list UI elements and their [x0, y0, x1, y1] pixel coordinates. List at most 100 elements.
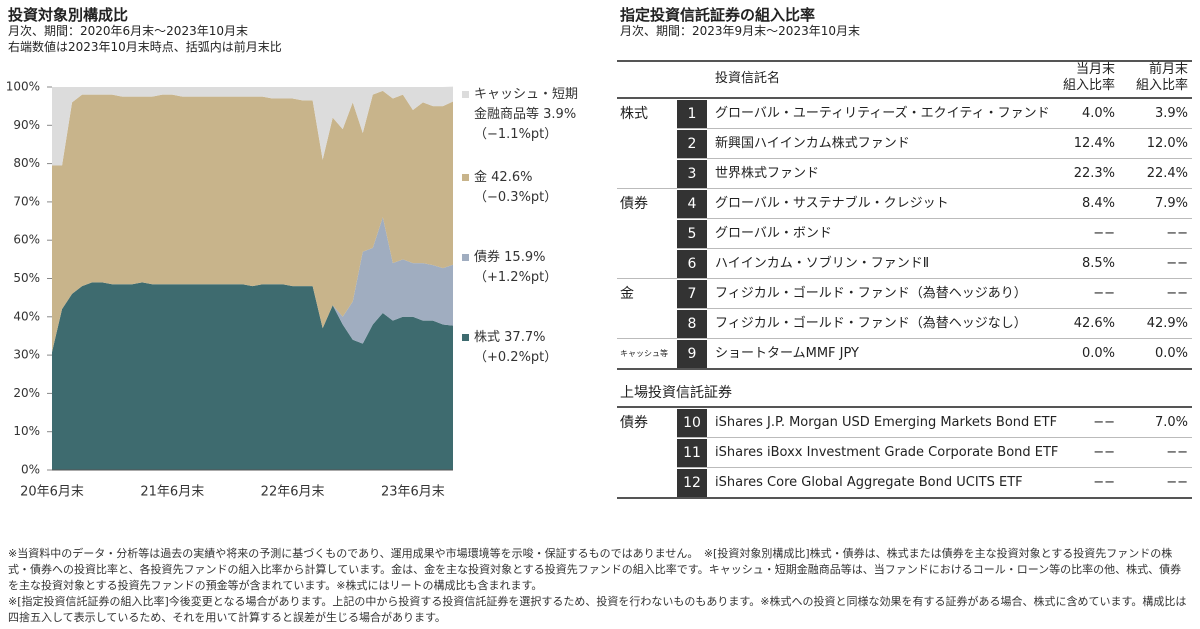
section-title: 上場投資信託証券: [620, 385, 732, 401]
x-tick-label: 23年6月末: [381, 485, 445, 500]
rule: [617, 278, 1192, 279]
fund-name: 世界株式ファンド: [715, 166, 820, 181]
group-label: 債券: [620, 196, 648, 212]
rule: [677, 308, 1192, 309]
row-number: 8: [677, 310, 707, 338]
previous-ratio: −−: [1166, 286, 1188, 301]
end-value: 37.7%: [504, 330, 546, 345]
y-tick-label: 100%: [6, 80, 40, 94]
y-tick-label: 90%: [13, 118, 40, 132]
rule: [617, 60, 1192, 62]
row-number: 4: [677, 190, 707, 218]
area: [52, 90, 453, 353]
x-tick-label: 22年6月末: [261, 485, 325, 500]
row-number: 9: [677, 340, 707, 368]
rule: [617, 97, 1192, 99]
y-tick-label: 30%: [13, 348, 40, 362]
series-label: 債券 15.9% （+1.2%pt）: [462, 248, 587, 288]
row-number: 7: [677, 280, 707, 308]
end-value: 3.9%: [543, 107, 577, 122]
fund-name: フィジカル・ゴールド・ファンド（為替ヘッジなし）: [715, 316, 1027, 331]
chart-subtitle: 右端数値は2023年10月末時点、括弧内は前月末比: [8, 40, 282, 54]
previous-ratio: −−: [1166, 256, 1188, 271]
group-label: 株式: [620, 106, 648, 122]
y-tick-label: 40%: [13, 309, 40, 323]
series-label: キャッシュ・短期金融商品等 3.9% （−1.1%pt）: [462, 85, 587, 145]
series-label: 株式 37.7% （+0.2%pt）: [462, 328, 587, 368]
current-ratio: 8.4%: [1081, 196, 1115, 211]
fund-name: グローバル・ボンド: [715, 226, 832, 241]
y-tick-label: 0%: [21, 463, 40, 477]
row-number: 6: [677, 250, 707, 278]
notes: ※当資料中のデータ・分析等は過去の実績や将来の予測に基づくものであり、運用成果や…: [8, 546, 1192, 626]
current-ratio: 8.5%: [1081, 256, 1115, 271]
previous-ratio: 3.9%: [1154, 106, 1188, 121]
rule: [677, 128, 1192, 129]
fund-name: グローバル・サステナブル・クレジット: [715, 196, 949, 211]
rule: [617, 497, 1192, 499]
header-name: 投資信託名: [715, 71, 781, 86]
table-subtitle: 月次、期間：2023年9月末～2023年10月末: [620, 24, 860, 38]
current-ratio: 42.6%: [1073, 316, 1115, 331]
current-ratio: −−: [1093, 415, 1115, 430]
label-text: 金 42.6%: [462, 168, 587, 188]
change-label: （+1.2%pt）: [474, 270, 558, 285]
legend-name: 金: [474, 170, 488, 185]
fund-name: iShares iBoxx Investment Grade Corporate…: [715, 445, 1059, 460]
legend-swatch: [462, 334, 469, 341]
current-ratio: 22.3%: [1073, 166, 1115, 181]
row-number: 5: [677, 220, 707, 248]
chart-subtitle: 月次、期間：2020年6月末～2023年10月末: [8, 24, 248, 38]
row-number: 12: [677, 469, 707, 497]
table-title: 指定投資信託証券の組入比率: [620, 6, 816, 24]
header-previous: 前月末: [1148, 62, 1188, 77]
area: [52, 86, 453, 166]
y-tick-label: 80%: [13, 156, 40, 170]
previous-ratio: −−: [1166, 445, 1188, 460]
area: [52, 282, 453, 470]
y-tick-label: 20%: [13, 386, 40, 400]
change-label: （−1.1%pt）: [474, 127, 558, 142]
row-number: 3: [677, 160, 707, 188]
rule: [617, 368, 1192, 370]
legend-swatch: [462, 254, 469, 261]
label-text: 債券 15.9%: [462, 248, 587, 268]
change-label: （+0.2%pt）: [474, 350, 558, 365]
legend-name: キャッシュ・短期金融商品等: [474, 87, 579, 122]
group-label: 金: [620, 286, 634, 302]
label-text: キャッシュ・短期金融商品等 3.9%: [462, 85, 587, 125]
current-ratio: 0.0%: [1081, 346, 1115, 361]
series-label: 金 42.6% （−0.3%pt）: [462, 168, 587, 208]
group-label: キャッシュ等: [620, 349, 668, 358]
current-ratio: −−: [1093, 286, 1115, 301]
previous-ratio: −−: [1166, 226, 1188, 241]
previous-ratio: 42.9%: [1146, 316, 1188, 331]
row-number: 11: [677, 439, 707, 467]
current-ratio: −−: [1093, 475, 1115, 490]
x-tick-label: 21年6月末: [140, 485, 204, 500]
row-number: 10: [677, 409, 707, 437]
rule: [677, 248, 1192, 249]
fund-name: フィジカル・ゴールド・ファンド（為替ヘッジあり）: [715, 286, 1027, 301]
label-text: 株式 37.7%: [462, 328, 587, 348]
rule: [677, 218, 1192, 219]
x-tick-label: 20年6月末: [20, 485, 84, 500]
previous-ratio: 7.0%: [1154, 415, 1188, 430]
legend-swatch: [462, 91, 469, 98]
previous-ratio: 0.0%: [1154, 346, 1188, 361]
previous-ratio: 7.9%: [1154, 196, 1188, 211]
legend-swatch: [462, 174, 469, 181]
rule: [617, 188, 1192, 189]
legend-name: 株式: [474, 330, 501, 345]
y-tick-label: 10%: [13, 424, 40, 438]
fund-name: 新興国ハイインカム株式ファンド: [715, 136, 910, 151]
legend-name: 債券: [474, 250, 501, 265]
rule: [677, 467, 1192, 468]
rule: [677, 158, 1192, 159]
fund-name: iShares J.P. Morgan USD Emerging Markets…: [715, 415, 1058, 430]
previous-ratio: 22.4%: [1146, 166, 1188, 181]
header-current: 当月末: [1075, 62, 1115, 77]
row-number: 2: [677, 130, 707, 158]
y-tick-label: 70%: [13, 194, 40, 208]
